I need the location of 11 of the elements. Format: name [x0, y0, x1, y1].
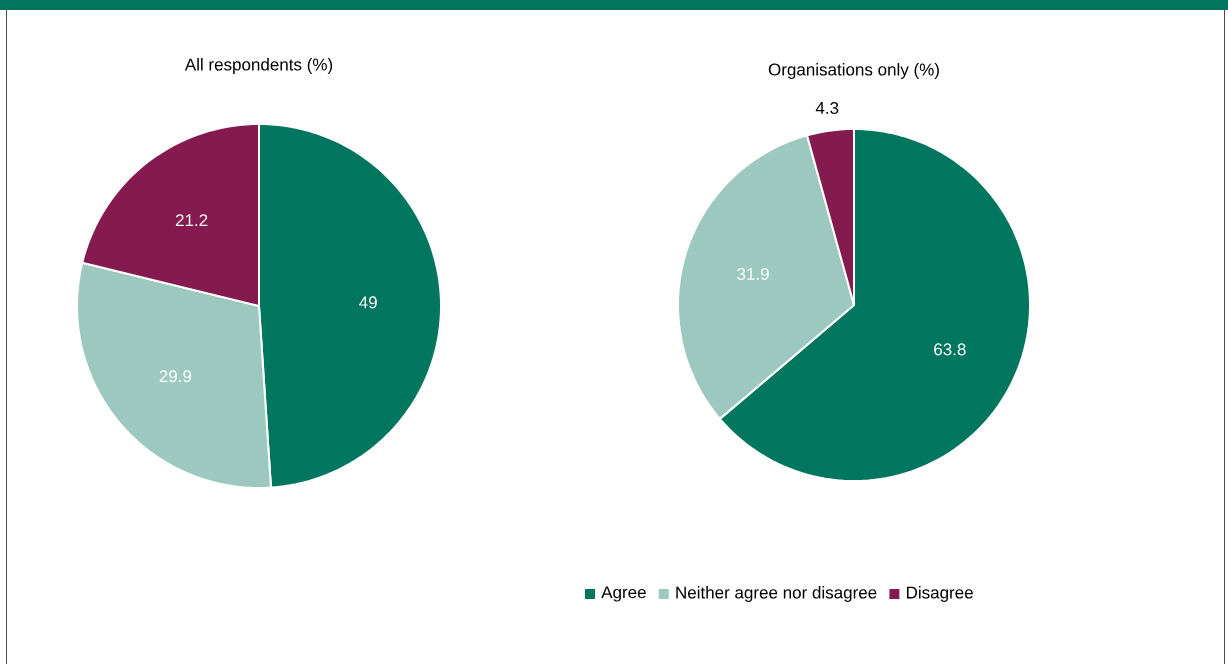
data-label: 31.9	[737, 267, 769, 280]
data-label: 63.8	[934, 343, 966, 356]
legend-label: Neither agree nor disagree	[676, 586, 877, 602]
data-label: 49	[359, 296, 377, 309]
chart-title: Organisations only (%)	[768, 63, 939, 79]
legend-label: Agree	[601, 586, 646, 602]
data-label: 4.3	[815, 101, 839, 114]
data-label: 29.9	[159, 370, 192, 383]
data-label: 21.2	[175, 214, 208, 227]
legend-label: Disagree	[907, 586, 973, 602]
chart-title: All respondents (%)	[184, 58, 333, 74]
